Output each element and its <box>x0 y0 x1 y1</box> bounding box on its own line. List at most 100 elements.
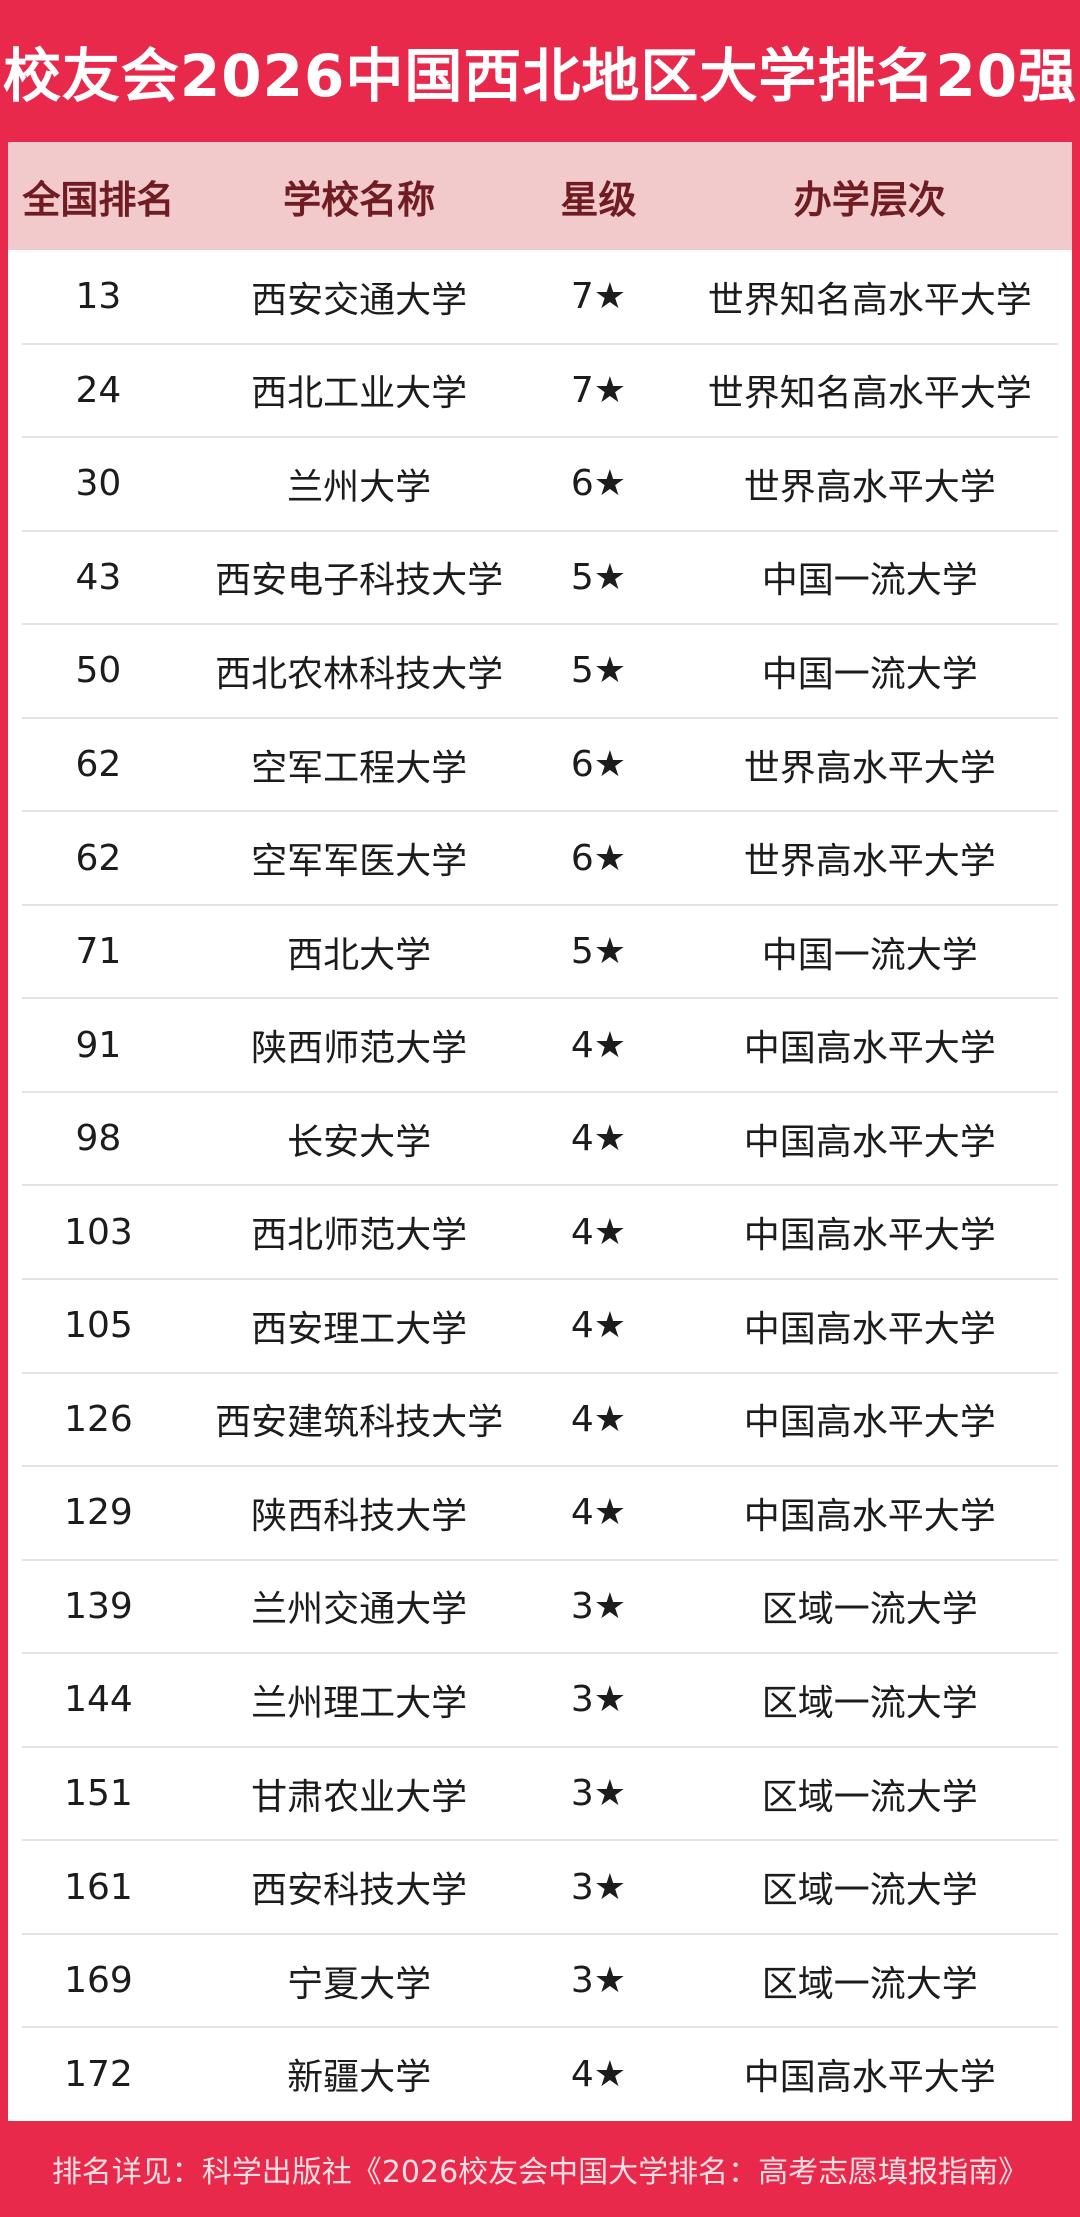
cell-national-rank: 43 <box>75 556 122 598</box>
table-header-row: 全国排名 学校名称 星级 办学层次 <box>8 142 1072 250</box>
cell-national-rank: 105 <box>64 1305 133 1347</box>
cell-school-name: 西安交通大学 <box>251 279 468 321</box>
cell-national-rank: 98 <box>75 1118 122 1160</box>
cell-school-name: 长安大学 <box>287 1121 432 1163</box>
table-row: 151 甘肃农业大学 3★ 区域一流大学 <box>8 1745 1072 1841</box>
table-row: 13 西安交通大学 7★ 世界知名高水平大学 <box>8 250 1072 344</box>
cell-star-rating: 4★ <box>570 2053 627 2095</box>
title-band: 校友会2026中国西北地区大学排名20强 <box>0 0 1080 142</box>
cell-national-rank: 91 <box>75 1024 122 1066</box>
cell-school-name: 西北工业大学 <box>251 373 468 415</box>
cell-national-rank: 172 <box>64 2053 133 2095</box>
cell-school-name: 西安理工大学 <box>251 1308 468 1350</box>
column-header-school-name: 学校名称 <box>283 177 436 222</box>
cell-education-level: 区域一流大学 <box>761 1682 978 1724</box>
cell-education-level: 中国一流大学 <box>761 653 978 695</box>
cell-star-rating: 4★ <box>570 1305 627 1347</box>
cell-star-rating: 3★ <box>570 1679 627 1721</box>
cell-national-rank: 30 <box>75 463 122 505</box>
cell-education-level: 世界知名高水平大学 <box>707 279 1032 321</box>
cell-education-level: 中国高水平大学 <box>743 1308 996 1350</box>
cell-education-level: 区域一流大学 <box>761 1963 978 2005</box>
cell-national-rank: 139 <box>64 1585 133 1627</box>
table-row: 103 西北师范大学 4★ 中国高水平大学 <box>8 1184 1072 1279</box>
cell-school-name: 宁夏大学 <box>287 1963 432 2005</box>
table-row: 139 兰州交通大学 3★ 区域一流大学 <box>8 1558 1072 1654</box>
cell-education-level: 中国高水平大学 <box>743 1215 996 1257</box>
cell-national-rank: 151 <box>64 1773 133 1815</box>
cell-school-name: 西安科技大学 <box>251 1870 468 1912</box>
cell-national-rank: 144 <box>64 1679 133 1721</box>
cell-education-level: 区域一流大学 <box>761 1870 978 1912</box>
cell-national-rank: 62 <box>75 837 122 879</box>
table-body: 13 西安交通大学 7★ 世界知名高水平大学 24 西北工业大学 7★ 世界知名高水平大学 30… <box>8 250 1072 2121</box>
cell-national-rank: 24 <box>75 369 122 411</box>
table-row: 30 兰州大学 6★ 世界高水平大学 <box>8 436 1072 531</box>
cell-school-name: 兰州大学 <box>287 466 432 508</box>
column-header-national-rank: 全国排名 <box>22 177 175 222</box>
cell-education-level: 中国高水平大学 <box>743 1028 996 1070</box>
cell-education-level: 中国高水平大学 <box>743 2057 996 2099</box>
cell-star-rating: 6★ <box>570 837 627 879</box>
ranking-table: 全国排名 学校名称 星级 办学层次 13 西安交通大学 7★ 世界知名高水平大学 24 西… <box>8 142 1072 2121</box>
cell-education-level: 中国高水平大学 <box>743 1402 996 1444</box>
cell-star-rating: 4★ <box>570 1398 627 1440</box>
table-row: 62 空军工程大学 6★ 世界高水平大学 <box>8 716 1072 812</box>
cell-education-level: 世界高水平大学 <box>743 466 996 508</box>
cell-school-name: 空军军医大学 <box>251 841 468 883</box>
table-row: 169 宁夏大学 3★ 区域一流大学 <box>8 1932 1072 2028</box>
cell-star-rating: 4★ <box>570 1118 627 1160</box>
cell-education-level: 中国高水平大学 <box>743 1495 996 1537</box>
cell-school-name: 兰州理工大学 <box>251 1682 468 1724</box>
cell-star-rating: 7★ <box>570 276 627 318</box>
cell-star-rating: 5★ <box>570 650 627 692</box>
table-row: 129 陕西科技大学 4★ 中国高水平大学 <box>8 1465 1072 1560</box>
cell-national-rank: 62 <box>75 744 122 785</box>
cell-star-rating: 6★ <box>570 463 627 505</box>
cell-education-level: 世界高水平大学 <box>743 747 996 789</box>
table-row: 172 新疆大学 4★ 中国高水平大学 <box>8 2026 1072 2121</box>
cell-national-rank: 103 <box>64 1211 133 1253</box>
cell-national-rank: 169 <box>64 1960 133 2002</box>
cell-national-rank: 13 <box>75 276 122 318</box>
cell-school-name: 西北师范大学 <box>251 1215 468 1257</box>
table-row: 50 西北农林科技大学 5★ 中国一流大学 <box>8 623 1072 718</box>
cell-star-rating: 5★ <box>570 556 627 598</box>
table-row: 43 西安电子科技大学 5★ 中国一流大学 <box>8 529 1072 625</box>
cell-school-name: 陕西师范大学 <box>251 1028 468 1070</box>
cell-education-level: 区域一流大学 <box>761 1776 978 1818</box>
cell-national-rank: 126 <box>64 1398 133 1440</box>
cell-school-name: 西安建筑科技大学 <box>215 1402 504 1444</box>
table-row: 98 长安大学 4★ 中国高水平大学 <box>8 1090 1072 1186</box>
cell-national-rank: 71 <box>75 931 122 973</box>
cell-school-name: 西北农林科技大学 <box>215 653 504 695</box>
cell-national-rank: 129 <box>64 1492 133 1534</box>
table-row: 71 西北大学 5★ 中国一流大学 <box>8 903 1072 999</box>
cell-school-name: 西北大学 <box>287 934 432 976</box>
cell-star-rating: 4★ <box>570 1211 627 1253</box>
cell-education-level: 世界高水平大学 <box>743 841 996 883</box>
table-row: 62 空军军医大学 6★ 世界高水平大学 <box>8 810 1072 905</box>
cell-national-rank: 50 <box>75 650 122 692</box>
cell-education-level: 中国高水平大学 <box>743 1121 996 1163</box>
cell-school-name: 西安电子科技大学 <box>215 560 504 602</box>
cell-education-level: 区域一流大学 <box>761 1589 978 1631</box>
cell-star-rating: 3★ <box>570 1585 627 1627</box>
cell-national-rank: 161 <box>64 1866 133 1908</box>
cell-star-rating: 5★ <box>570 931 627 973</box>
cell-star-rating: 3★ <box>570 1866 627 1908</box>
cell-school-name: 陕西科技大学 <box>251 1495 468 1537</box>
cell-star-rating: 3★ <box>570 1960 627 2002</box>
table-row: 126 西安建筑科技大学 4★ 中国高水平大学 <box>8 1371 1072 1467</box>
cell-star-rating: 4★ <box>570 1024 627 1066</box>
footer-citation: 排名详见：科学出版社《2026校友会中国大学排名：高考志愿填报指南》 <box>51 2155 1029 2190</box>
cell-education-level: 世界知名高水平大学 <box>707 373 1032 415</box>
cell-education-level: 中国一流大学 <box>761 934 978 976</box>
cell-education-level: 中国一流大学 <box>761 560 978 602</box>
cell-star-rating: 3★ <box>570 1773 627 1815</box>
table-row: 91 陕西师范大学 4★ 中国高水平大学 <box>8 997 1072 1092</box>
cell-school-name: 兰州交通大学 <box>251 1589 468 1631</box>
footer-band: 排名详见：科学出版社《2026校友会中国大学排名：高考志愿填报指南》 <box>0 2121 1080 2217</box>
cell-star-rating: 4★ <box>570 1492 627 1534</box>
column-header-star-rating: 星级 <box>560 177 637 222</box>
